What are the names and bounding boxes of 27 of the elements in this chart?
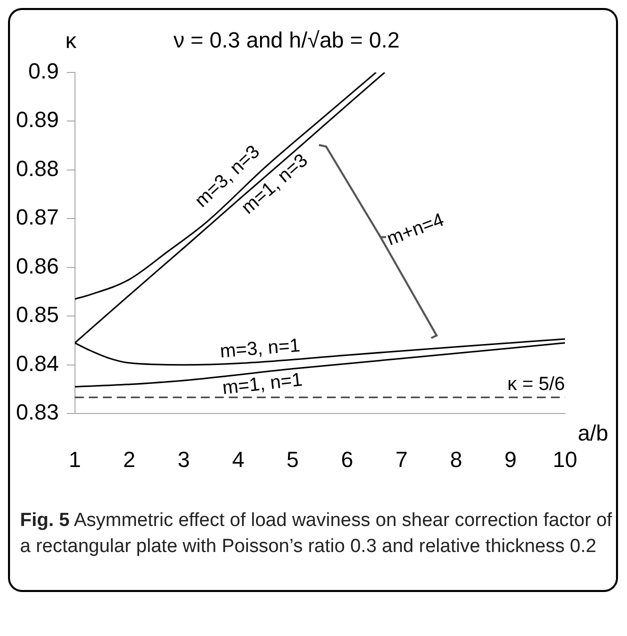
annotation: κ = 5/6 — [507, 374, 565, 396]
line-series — [74, 72, 377, 300]
y-tick-label: 0.87 — [16, 204, 59, 230]
x-tick-label: 9 — [504, 446, 517, 472]
x-tick-label: 10 — [552, 446, 578, 472]
caption: Fig. 5 Asymmetric effect of load waviness on shear correction factor of a rectangular plate with Poisson’s ratio 0.3 and relative thickness 0.2 — [20, 509, 614, 559]
x-tick-label: 4 — [232, 446, 244, 472]
y-tick-label: 0.88 — [16, 156, 59, 181]
x-tick-label: 2 — [123, 446, 136, 472]
x-axis-title: a/b — [578, 420, 608, 446]
y-tick-label: 0.85 — [16, 302, 59, 328]
y-tick-label: 0.86 — [16, 253, 59, 278]
y-tick-label: 0.9 — [28, 58, 59, 84]
series-label: m=3, n=1 — [219, 335, 301, 362]
annotation: m+n=4 — [384, 209, 448, 250]
x-tick-label: 6 — [341, 446, 354, 472]
x-tick-label: 7 — [395, 446, 408, 472]
x-tick-label: 8 — [450, 446, 462, 472]
text: m=1, n=1 — [221, 370, 304, 400]
x-tick-label: 3 — [178, 446, 190, 472]
chart-title: ν = 0.3 and h/√ab = 0.2 — [173, 27, 400, 52]
y-tick-label: 0.89 — [16, 107, 59, 132]
y-tick-label: 0.84 — [16, 350, 59, 376]
y-tick-label: 0.83 — [16, 400, 59, 425]
y-axis-title: κ — [65, 28, 78, 54]
x-tick-label: 1 — [68, 446, 81, 472]
x-tick-label: 5 — [286, 446, 299, 472]
